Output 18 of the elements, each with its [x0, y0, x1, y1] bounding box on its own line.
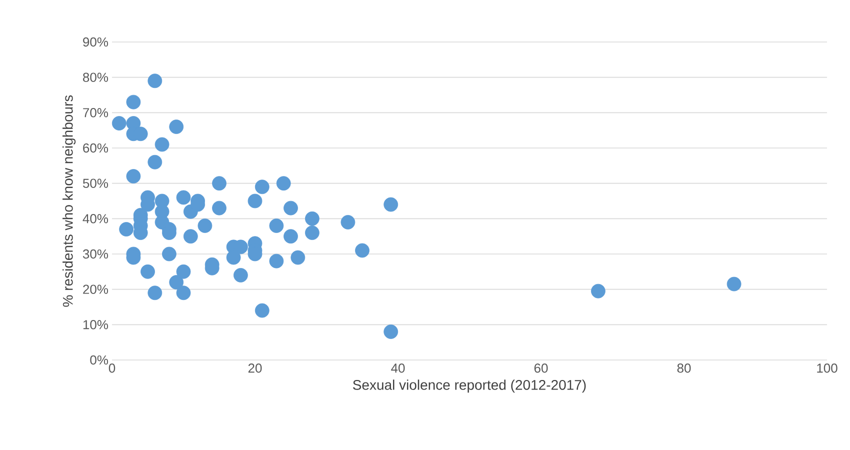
x-tick-label: 80: [677, 364, 691, 373]
y-tick-label: 30%: [82, 249, 108, 259]
y-axis-title: % residents who know neighbours: [62, 95, 76, 307]
y-tick-label: 40%: [82, 214, 108, 224]
x-axis-title: Sexual violence reported (2012-2017): [353, 380, 586, 393]
y-tick-label: 10%: [83, 320, 108, 330]
y-tick-label: 20%: [83, 284, 108, 294]
y-tick-label: 70%: [83, 108, 108, 118]
x-tick-label: 20: [248, 364, 262, 373]
x-tick-label: 100: [817, 364, 838, 373]
y-tick-label: 60%: [83, 143, 108, 153]
y-tick-label: 80%: [83, 72, 108, 82]
x-tick-label: 0: [108, 364, 116, 373]
y-tick-label: 0%: [90, 355, 108, 365]
y-tick-label: 50%: [82, 178, 108, 188]
x-tick-label: 40: [391, 364, 405, 373]
x-tick-label: 60: [534, 364, 548, 373]
y-tick-label: 90%: [83, 37, 108, 47]
